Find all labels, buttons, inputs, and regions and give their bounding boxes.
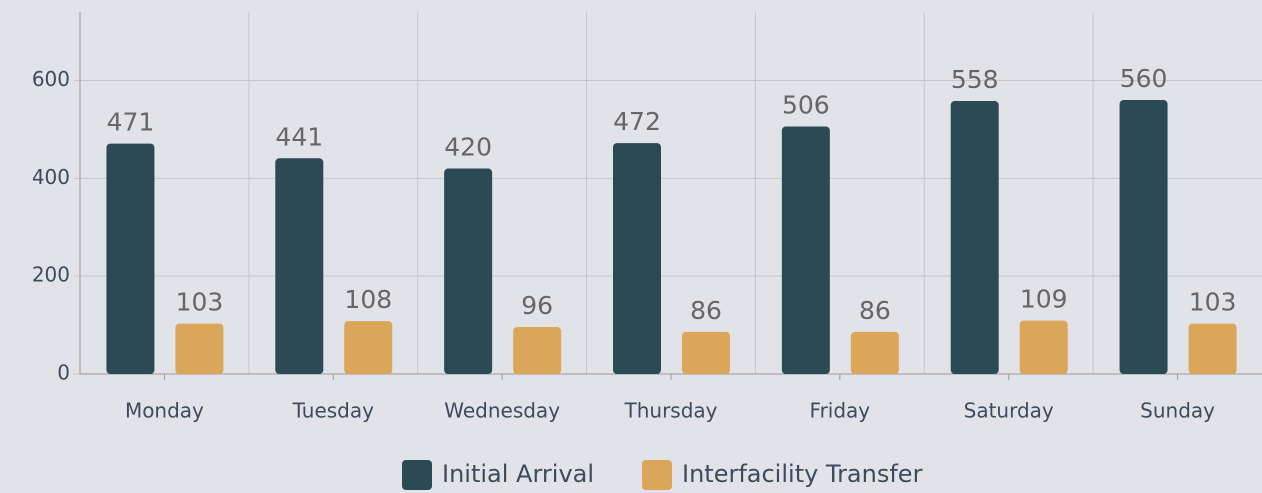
bar: [682, 331, 730, 374]
x-tick-label: Saturday: [964, 399, 1054, 423]
bar: [344, 321, 393, 374]
legend-label: Interfacility Transfer: [682, 460, 923, 488]
bar: [1119, 100, 1168, 375]
bar: [175, 323, 224, 374]
bar: [1019, 320, 1068, 374]
data-label: 96: [521, 291, 553, 320]
data-label: 558: [951, 65, 999, 94]
bar: [1188, 323, 1237, 374]
x-tick-label: Thursday: [624, 399, 718, 423]
data-label: 86: [690, 296, 722, 325]
data-label: 420: [444, 133, 492, 162]
legend-label: Initial Arrival: [442, 460, 594, 488]
x-tick-label: Monday: [125, 399, 204, 423]
x-tick-label: Friday: [810, 399, 871, 423]
data-label: 109: [1020, 285, 1068, 314]
bar: [781, 126, 830, 374]
legend-swatch: [642, 460, 672, 490]
bar: [613, 143, 661, 374]
bar: [850, 331, 899, 374]
x-tick-label: Tuesday: [292, 399, 375, 423]
data-label: 560: [1120, 64, 1168, 93]
bar: [106, 143, 155, 374]
data-label: 108: [344, 285, 392, 314]
bar: [275, 158, 324, 374]
data-label: 86: [859, 296, 891, 325]
data-label: 103: [176, 288, 224, 317]
y-tick-label: 600: [32, 67, 70, 91]
data-label: 441: [275, 122, 323, 151]
x-tick-label: Wednesday: [444, 399, 560, 423]
data-label: 472: [613, 107, 661, 136]
y-tick-label: 400: [32, 165, 70, 189]
data-label: 471: [107, 108, 155, 137]
bar: [950, 101, 999, 374]
y-tick-label: 200: [32, 263, 70, 287]
x-tick-label: Sunday: [1140, 399, 1215, 423]
y-tick-label: 0: [57, 361, 70, 385]
data-label: 506: [782, 90, 830, 119]
data-label: 103: [1189, 288, 1237, 317]
bar: [513, 327, 562, 374]
legend-swatch: [402, 460, 432, 490]
bar: [444, 168, 493, 374]
